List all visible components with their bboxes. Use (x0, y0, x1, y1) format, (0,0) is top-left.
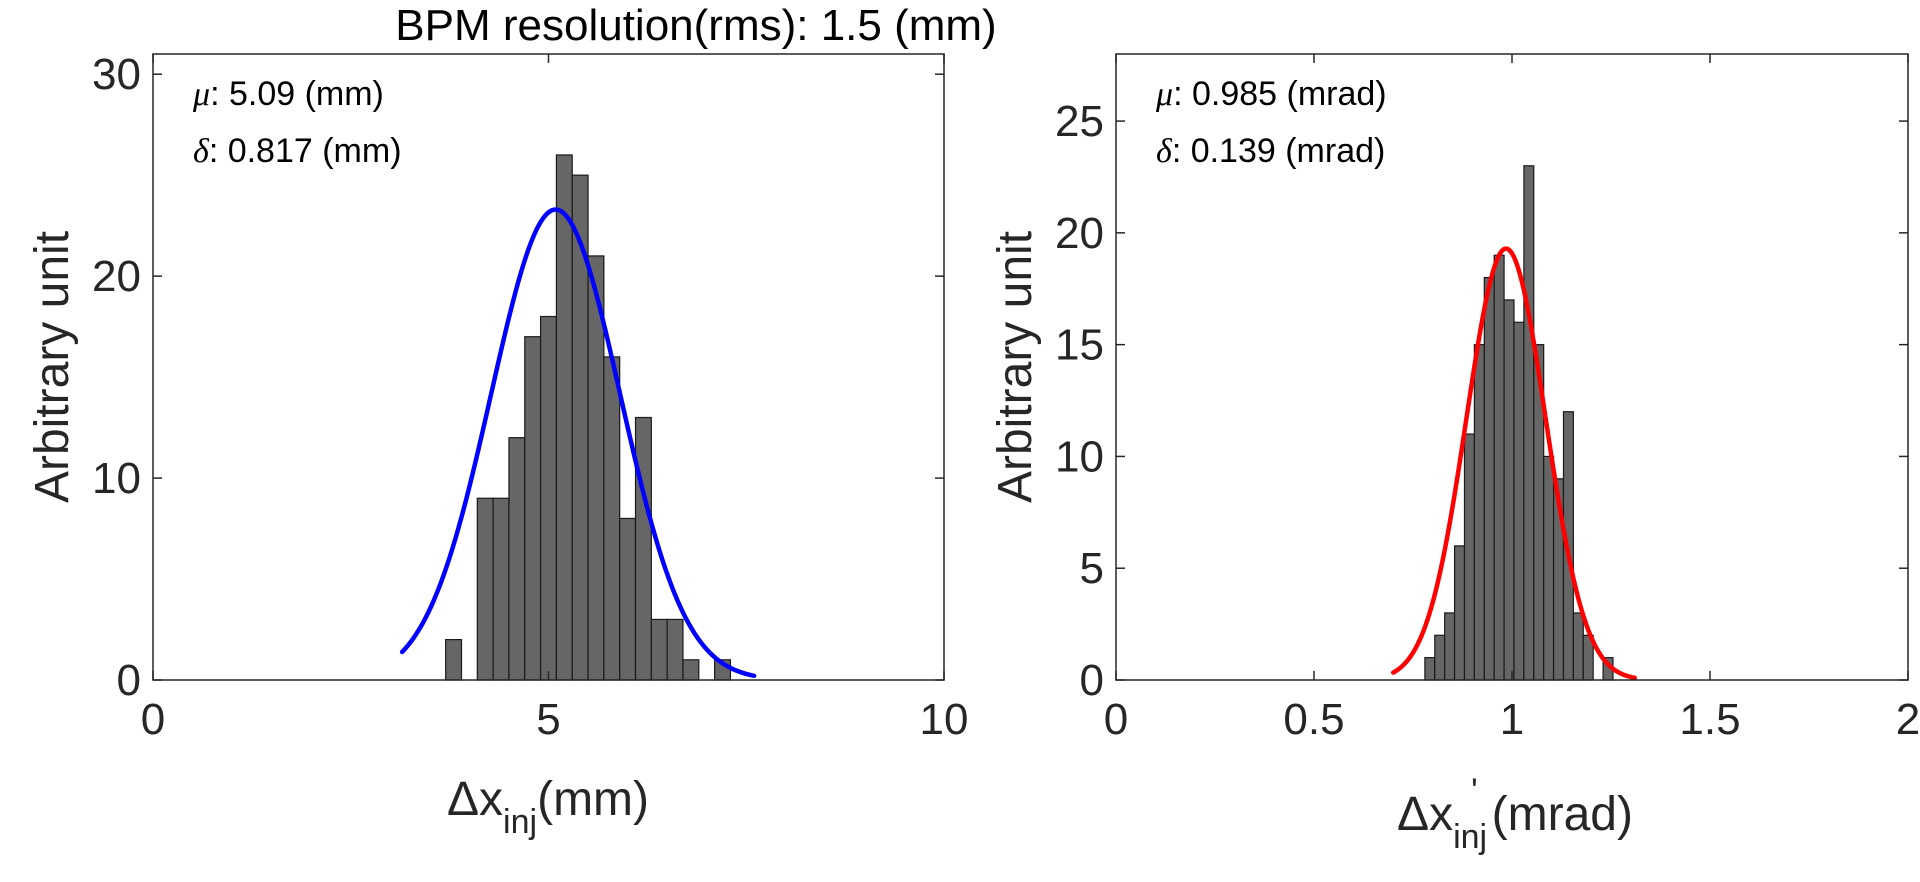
histogram-bar (1463, 433, 1475, 681)
histogram-bar (1572, 612, 1584, 681)
y-tick-label: 20 (92, 252, 141, 301)
y-tick-label: 0 (117, 656, 141, 705)
x-tick-label: 0 (1104, 695, 1128, 744)
right-x-axis-label-sub: inj (1453, 818, 1487, 856)
y-tick-label: 15 (1055, 321, 1104, 370)
right-histogram-bars (1424, 165, 1614, 681)
left-sigma-value: : 0.817 (mm) (209, 132, 402, 170)
x-tick-label: 1 (1500, 695, 1524, 744)
histogram-bar (1453, 545, 1466, 681)
histogram-bar (1493, 254, 1505, 681)
right-x-axis-label-main: Δx (1397, 788, 1453, 841)
right-x-axis-label-unit: (mrad) (1492, 788, 1633, 841)
histogram-bar (1473, 344, 1485, 681)
right-sigma-symbol: δ (1156, 133, 1173, 170)
right-x-axis-label-prime: ' (1471, 772, 1478, 810)
x-tick-label: 0 (141, 695, 165, 744)
histogram-bar (603, 356, 621, 681)
y-tick-label: 20 (1055, 209, 1104, 258)
left-histogram-bars (445, 154, 732, 681)
histogram-bar (1513, 321, 1525, 681)
right-x-axis-label: Δxinj ' (mrad) (1397, 772, 1633, 856)
left-histogram-panel: 0 5 10 0 10 20 30 μ: 5.09 (mm) δ: 0.817 (mm) A… (26, 50, 968, 841)
right-mean-symbol: μ (1155, 76, 1173, 113)
left-gaussian-fit-curve (399, 207, 757, 679)
histogram-bar (539, 315, 558, 681)
histogram-bar (634, 416, 652, 681)
histogram-bar (508, 437, 526, 681)
y-tick-label: 5 (1080, 544, 1104, 593)
histogram-bar (619, 517, 637, 681)
y-tick-label: 10 (92, 454, 141, 503)
histogram-bar (682, 659, 700, 681)
x-tick-label: 2 (1896, 695, 1920, 744)
histogram-bar (1444, 612, 1456, 681)
histogram-bar (476, 497, 494, 681)
left-sigma-annotation: δ: 0.817 (mm) (193, 132, 402, 170)
right-mean-value: : 0.985 (mrad) (1173, 75, 1387, 113)
y-tick-label: 30 (92, 50, 141, 99)
histogram-bar (555, 154, 573, 681)
x-tick-label: 1.5 (1679, 695, 1740, 744)
histogram-bar (1543, 455, 1555, 681)
left-y-axis-label: Arbitrary unit (26, 231, 79, 503)
histogram-bar (1424, 657, 1436, 681)
left-sigma-symbol: δ (193, 133, 210, 170)
x-tick-label: 10 (920, 695, 969, 744)
histogram-bar (666, 618, 684, 681)
histogram-bar (650, 618, 668, 681)
right-gaussian-fit-curve (1390, 246, 1638, 681)
x-tick-label: 5 (536, 695, 560, 744)
y-tick-label: 25 (1055, 97, 1104, 146)
histogram-bar (492, 497, 510, 681)
left-mean-symbol: μ (192, 76, 210, 113)
y-tick-label: 10 (1055, 432, 1104, 481)
histogram-bar (524, 336, 542, 681)
histogram-bar (445, 639, 463, 681)
left-x-axis-label-main: Δx (447, 773, 503, 826)
left-axis-ticks: 0 5 10 0 10 20 30 (92, 50, 968, 744)
right-y-axis-label: Arbitrary unit (989, 231, 1042, 503)
right-sigma-value: : 0.139 (mrad) (1172, 132, 1386, 170)
left-x-axis-label: Δxinj(mm) (447, 773, 649, 841)
right-mean-annotation: μ: 0.985 (mrad) (1155, 75, 1387, 113)
y-tick-label: 0 (1080, 656, 1104, 705)
histogram-bar (1523, 165, 1535, 681)
left-x-axis-label-unit: (mm) (537, 773, 649, 826)
figure-title: BPM resolution(rms): 1.5 (mm) (395, 1, 996, 50)
x-tick-label: 0.5 (1283, 695, 1344, 744)
left-mean-value: : 5.09 (mm) (210, 75, 384, 113)
histogram-bar (1434, 634, 1446, 681)
histogram-bar (1503, 299, 1515, 681)
histogram-bar (1483, 276, 1495, 681)
left-x-axis-label-sub: inj (503, 803, 537, 841)
left-mean-annotation: μ: 5.09 (mm) (192, 75, 384, 113)
right-sigma-annotation: δ: 0.139 (mrad) (1156, 132, 1385, 170)
